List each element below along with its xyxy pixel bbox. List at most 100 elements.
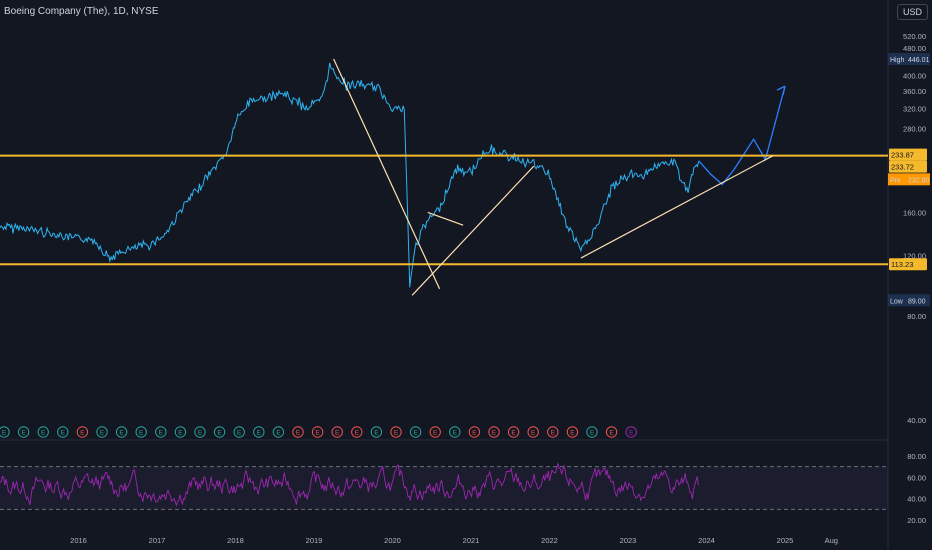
lower-level-label-bg [889, 258, 927, 271]
earnings-marker-label: E [335, 430, 340, 437]
time-tick-label: 2020 [384, 536, 401, 545]
earnings-marker-label: E [433, 430, 438, 437]
earnings-marker-label: E [257, 430, 262, 437]
descending-trendline [333, 58, 441, 290]
time-tick-label: 2016 [70, 536, 87, 545]
earnings-marker-label: E [198, 430, 203, 437]
time-tick-label: 2018 [227, 536, 244, 545]
earnings-marker-label: E [492, 430, 497, 437]
last-price-label: 233.72 [891, 163, 914, 172]
earnings-marker-label: E [100, 430, 105, 437]
earnings-marker-label: E [453, 430, 458, 437]
earnings-marker-label: E [315, 430, 320, 437]
prev-value: 232.80 [908, 177, 930, 184]
earnings-marker [409, 426, 422, 438]
earnings-marker [605, 426, 618, 438]
earnings-marker [115, 426, 128, 438]
earnings-marker-label: E [394, 430, 399, 437]
price-tick-label: 400.00 [903, 71, 926, 80]
earnings-marker [468, 426, 481, 438]
earnings-marker [213, 426, 226, 438]
time-tick-label: 2021 [463, 536, 480, 545]
price-tick-label: 520.00 [903, 32, 926, 41]
price-tick-label: 280.00 [903, 125, 926, 134]
earnings-marker-label: E [159, 430, 164, 437]
currency-badge[interactable]: USD [896, 4, 928, 20]
earnings-marker-label: E [178, 430, 183, 437]
earnings-marker [429, 426, 441, 438]
price-tick-label: 360.00 [903, 87, 926, 96]
time-tick-label: Aug [825, 536, 838, 545]
low-tag-bg [888, 294, 906, 307]
earnings-marker-label: E [237, 430, 242, 437]
earnings-marker [194, 426, 206, 438]
earnings-marker [507, 426, 520, 438]
earnings-marker [390, 426, 402, 438]
rsi-tick-label: 80.00 [907, 452, 926, 461]
earnings-marker-label: E [629, 430, 634, 437]
time-tick-label: 2024 [698, 536, 715, 545]
rsi-band [0, 466, 888, 510]
earnings-marker [253, 426, 265, 438]
earnings-marker [331, 426, 343, 438]
earnings-marker [17, 426, 30, 438]
rsi-tick-label: 20.00 [907, 516, 926, 525]
chart-title: Boeing Company (The), 1D, NYSE [4, 6, 159, 17]
earnings-marker [272, 426, 285, 438]
price-tick-label: 480.00 [903, 44, 926, 53]
projection-arrowhead [776, 85, 786, 96]
earnings-marker-label: E [413, 430, 418, 437]
earnings-marker [96, 426, 108, 438]
earnings-marker-label: E [119, 430, 124, 437]
low-value-bg [906, 294, 930, 307]
earnings-marker [233, 426, 245, 438]
earnings-marker [76, 426, 89, 438]
prev-value-bg [906, 173, 930, 186]
earnings-marker [174, 426, 187, 438]
rsi-line [0, 462, 699, 507]
earnings-marker [135, 426, 147, 438]
price-tick-label: 160.00 [903, 208, 926, 217]
time-tick-label: 2022 [541, 536, 558, 545]
upper-level-label-bg [889, 148, 927, 161]
earnings-marker [351, 426, 363, 438]
earnings-marker [292, 426, 304, 438]
low-tag: Low [890, 298, 904, 305]
earnings-marker-label: E [2, 430, 7, 437]
high-tag: High [890, 57, 905, 64]
earnings-marker-label: E [21, 430, 26, 437]
earnings-marker [488, 426, 500, 438]
earnings-marker-label: E [590, 430, 595, 437]
earnings-marker [370, 426, 383, 438]
prev-tag: Pre [890, 177, 901, 184]
earnings-marker [566, 426, 579, 438]
last-price-label-bg [889, 160, 927, 173]
price-tick-label: 40.00 [907, 416, 926, 425]
earnings-marker [449, 426, 461, 438]
earnings-marker-label: E [61, 430, 66, 437]
time-tick-label: 2019 [306, 536, 323, 545]
earnings-marker-label: E [570, 430, 575, 437]
high-value-bg [906, 52, 930, 65]
price-tick-label: 120.00 [903, 252, 926, 261]
prev-tag-bg [888, 173, 906, 186]
price-tick-label: 320.00 [903, 105, 926, 114]
ascending-trendline-2022 [580, 155, 774, 259]
earnings-marker-label: E [296, 430, 301, 437]
earnings-marker-label: E [217, 430, 222, 437]
earnings-marker-label: E [531, 430, 536, 437]
time-tick-label: 2017 [149, 536, 166, 545]
small-channel-line [427, 211, 464, 226]
earnings-marker [155, 426, 167, 438]
earnings-marker-label: E [609, 430, 614, 437]
earnings-marker [37, 426, 49, 438]
high-value: 446.01 [908, 57, 930, 64]
rsi-tick-label: 60.00 [907, 473, 926, 482]
earnings-marker [57, 426, 69, 438]
earnings-marker-label: E [472, 430, 477, 437]
low-value: 89.00 [908, 298, 926, 305]
earnings-marker [586, 426, 598, 438]
lower-level-label: 113.23 [891, 260, 913, 269]
time-tick-label: 2025 [777, 536, 794, 545]
